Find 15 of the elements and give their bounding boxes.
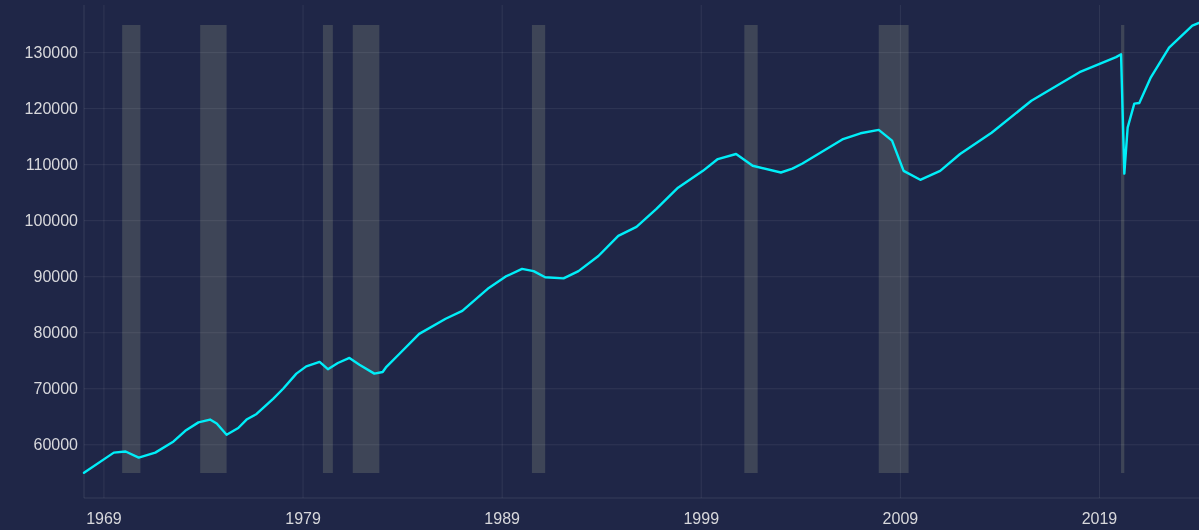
x-tick-label: 1979 xyxy=(285,510,321,527)
y-tick-label: 80000 xyxy=(33,324,79,342)
y-tick-label: 90000 xyxy=(33,268,79,286)
x-tick-label: 2009 xyxy=(882,510,919,527)
y-tick-label: 100000 xyxy=(24,212,79,230)
x-tick-label: 1999 xyxy=(683,510,720,527)
y-tick-label: 70000 xyxy=(33,380,79,398)
x-tick-label: 2019 xyxy=(1081,510,1118,527)
line-series xyxy=(82,21,1199,474)
y-tick-label: 110000 xyxy=(25,156,79,174)
y-tick-label: 120000 xyxy=(24,100,79,118)
x-tick-label: 1969 xyxy=(86,510,122,527)
x-tick-label: 1989 xyxy=(484,510,521,527)
y-tick-label: 130000 xyxy=(24,44,79,62)
y-tick-label: 60000 xyxy=(33,436,79,454)
